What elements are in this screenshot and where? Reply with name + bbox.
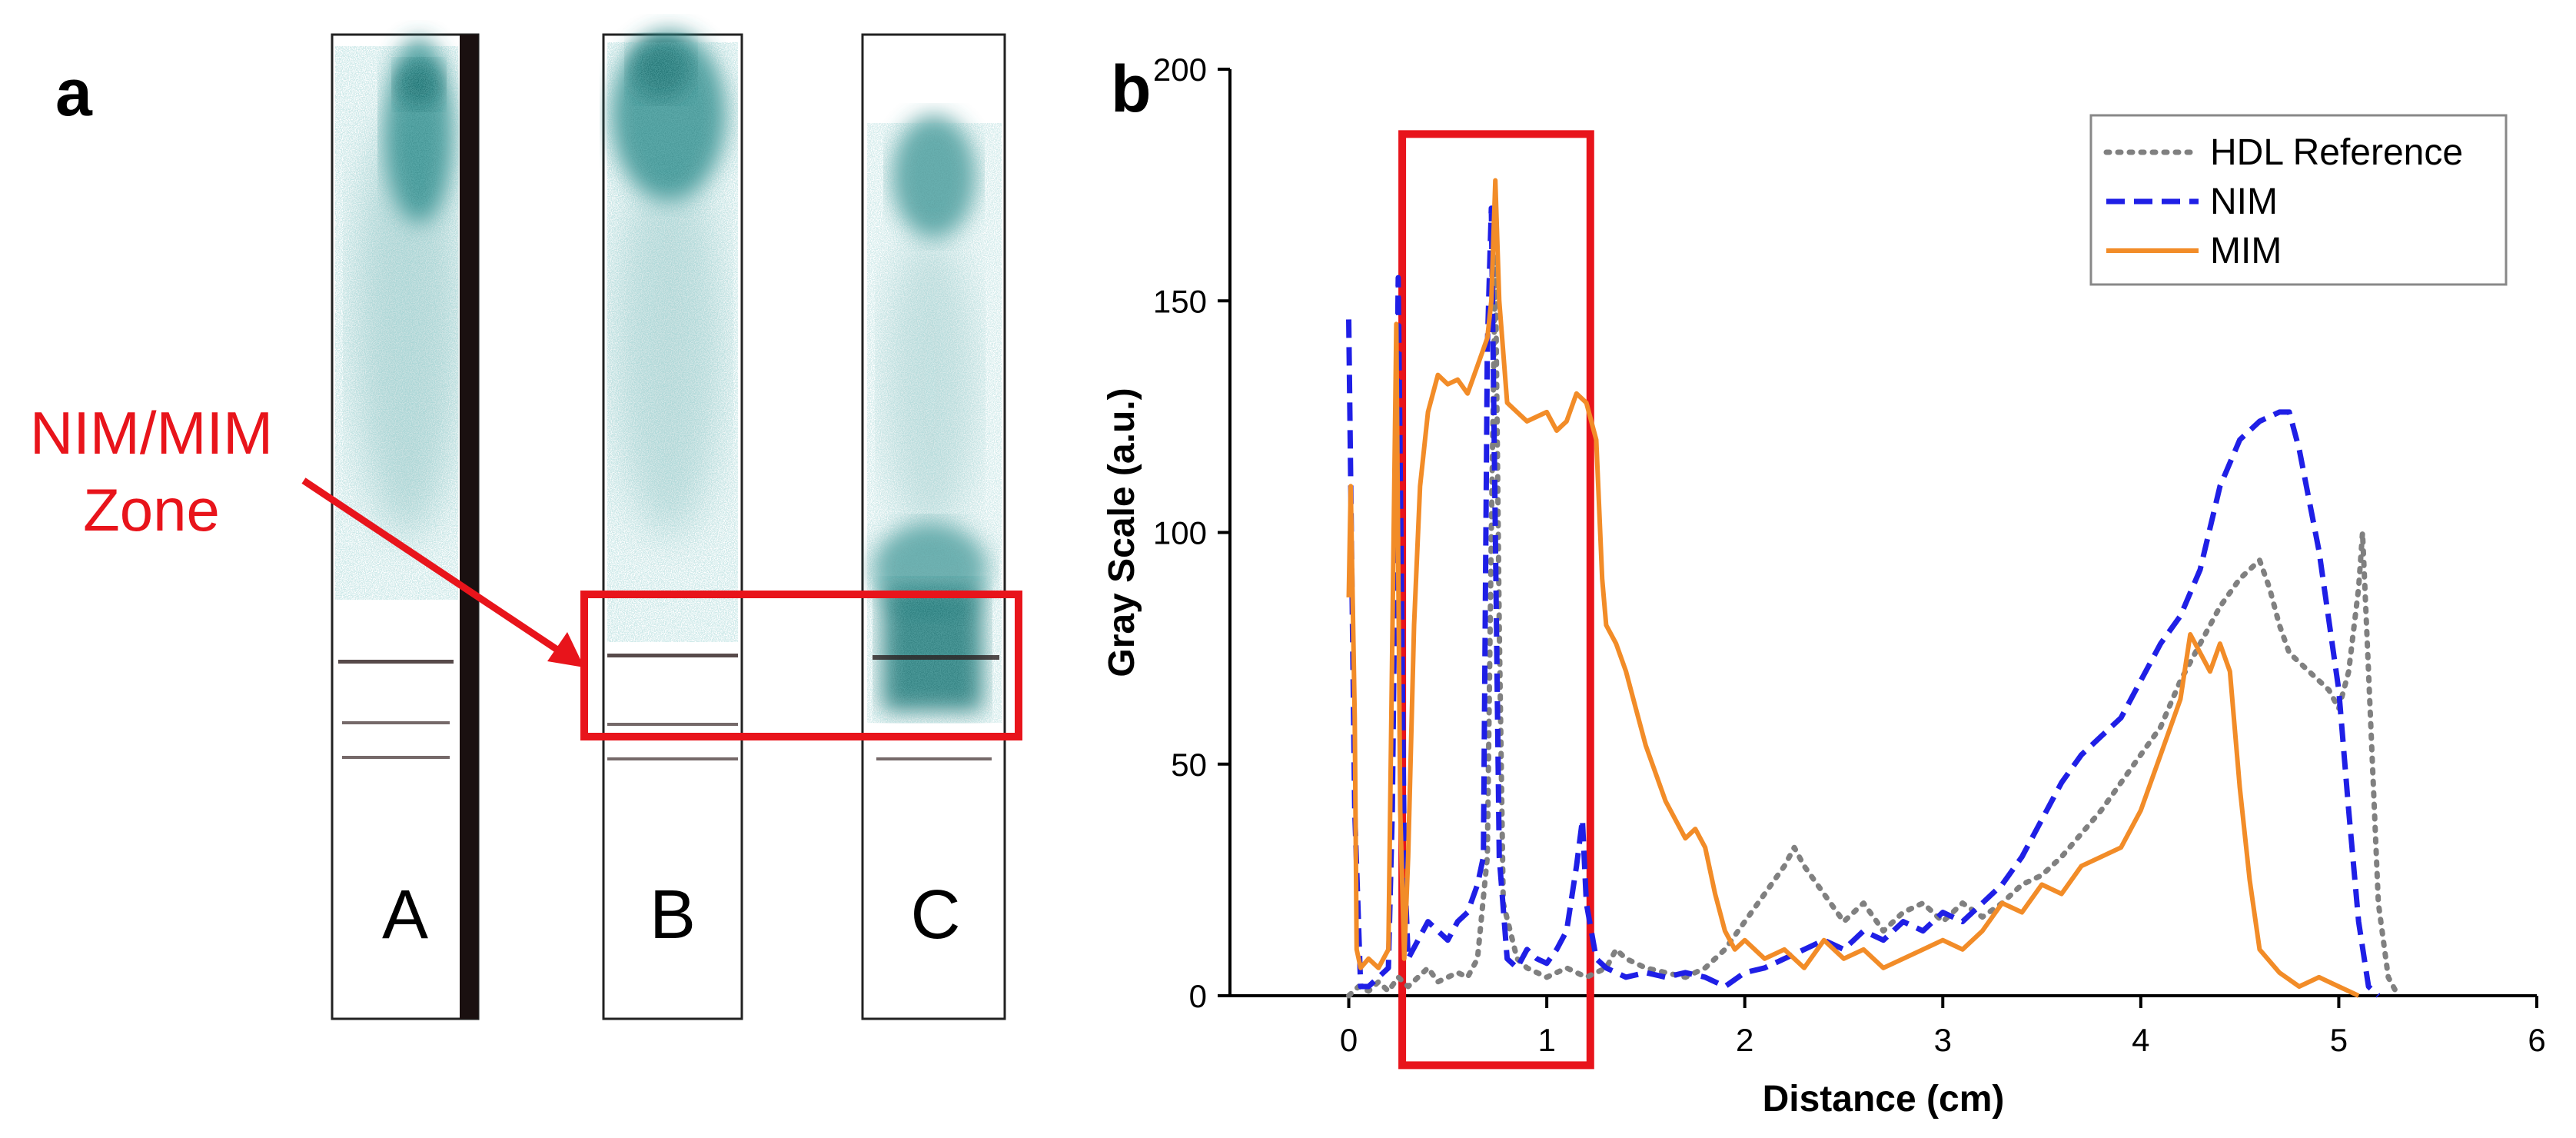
- y-tick-label: 200: [1153, 52, 1207, 88]
- zone-label-line2: Zone: [83, 476, 220, 544]
- y-tick-label: 100: [1153, 515, 1207, 551]
- panel-a-label: a: [55, 56, 93, 130]
- legend-box: [2089, 114, 2508, 286]
- series-hdl-reference: [1346, 251, 2401, 999]
- x-tick-label: 6: [2528, 1022, 2545, 1058]
- axes: 0 1 2 3 4 5 6 0 50 100 150 200: [1153, 52, 2546, 1058]
- x-tick-label: 5: [2330, 1022, 2348, 1058]
- strip-a: A: [331, 33, 480, 1020]
- strip-c: C: [861, 33, 1006, 1020]
- zone-highlight-box: [580, 591, 1022, 740]
- x-tick-label: 0: [1340, 1022, 1358, 1058]
- zone-label-line1: NIM/MIM: [30, 399, 273, 467]
- x-tick-label: 3: [1934, 1022, 1952, 1058]
- strip-label-a: A: [382, 877, 428, 953]
- legend: HDL Reference NIM MIM: [2089, 114, 2508, 286]
- highlight-region: [1398, 130, 1594, 1070]
- line-chart: b 0 1 2 3 4 5 6 0 50 100 150 200 HDL Reference NIM MI…: [1102, 52, 2546, 1120]
- series-mim: [1346, 178, 2360, 998]
- band: [338, 660, 454, 664]
- panel-a: a A B: [0, 0, 1076, 1138]
- y-tick-label: 150: [1153, 283, 1207, 319]
- y-tick-label: 0: [1189, 978, 1207, 1014]
- x-tick-label: 2: [1736, 1022, 1753, 1058]
- series-nim: [1346, 205, 2381, 998]
- y-axis-label: Gray Scale (a.u.): [1102, 388, 1142, 677]
- legend-label: NIM: [2210, 181, 2278, 222]
- legend-label: MIM: [2210, 231, 2282, 271]
- panel-b: b 0 1 2 3 4 5 6 0 50 100 150 200 HDL Reference NIM MI…: [1076, 0, 2576, 1138]
- x-axis-label: Distance (cm): [1763, 1079, 2005, 1120]
- x-tick-label: 4: [2132, 1022, 2149, 1058]
- strip-b: B: [602, 31, 743, 1020]
- zone-arrow: [301, 477, 584, 667]
- legend-label: HDL Reference: [2210, 132, 2463, 173]
- highlight-region-group: [1398, 130, 1594, 1070]
- panel-b-label: b: [1111, 52, 1152, 126]
- x-tick-label: 1: [1537, 1022, 1555, 1058]
- series-group: [1346, 178, 2401, 999]
- tlc-figure: a A B: [30, 31, 1022, 1020]
- y-tick-label: 50: [1171, 747, 1207, 783]
- strip-label-c: C: [911, 877, 961, 953]
- strip-label-b: B: [650, 877, 696, 953]
